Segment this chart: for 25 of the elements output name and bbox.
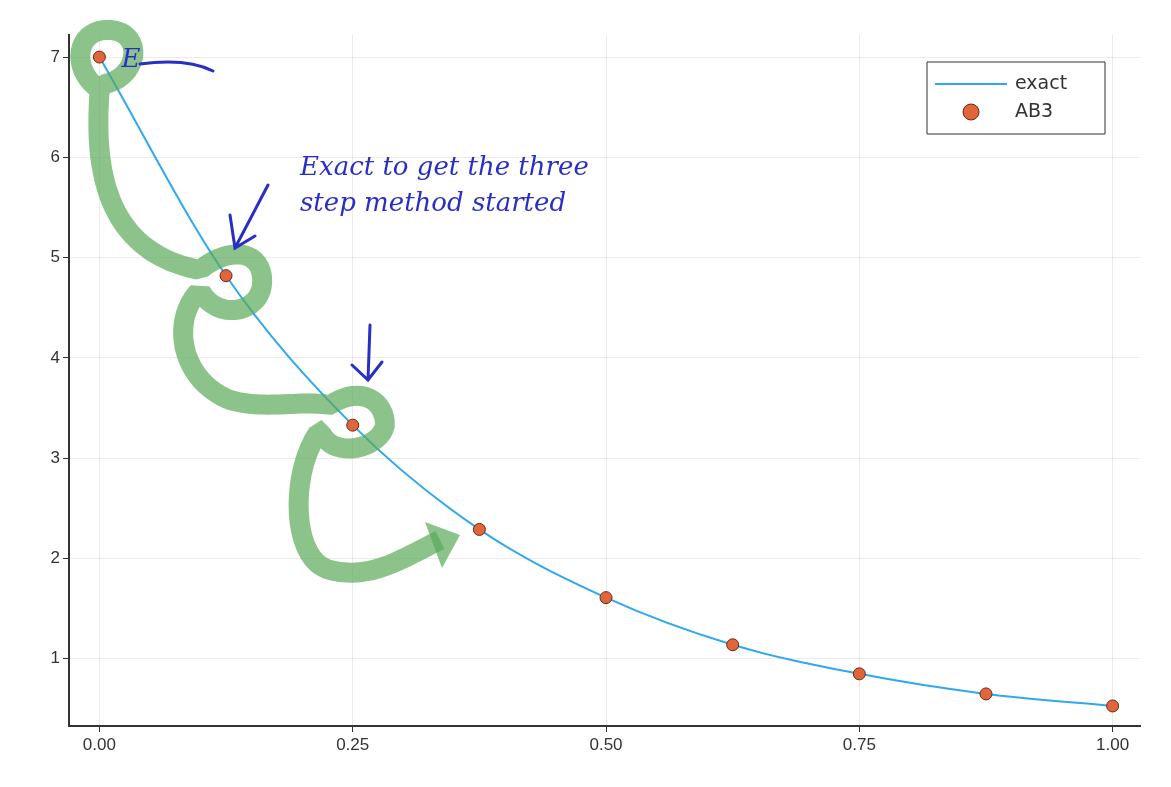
x-tick-label: 0.25 — [336, 734, 370, 754]
point — [599, 591, 613, 605]
y-tick-label: 3 — [50, 447, 60, 467]
point — [472, 522, 486, 536]
y-tick-label: 4 — [50, 347, 60, 367]
x-tick-label: 0.50 — [589, 734, 623, 754]
legend-label: AB3 — [1015, 98, 1054, 121]
point — [1106, 699, 1120, 713]
y-tick-label: 1 — [50, 648, 60, 668]
x-tick-label: 0.75 — [842, 734, 876, 754]
annotation: Exact to get the three step method started — [300, 150, 590, 219]
x-tick-label: 1.00 — [1096, 734, 1130, 754]
y-tick-label: 5 — [50, 247, 60, 267]
y-tick-label: 7 — [50, 46, 60, 66]
y-tick-label: 6 — [50, 147, 60, 167]
point — [219, 269, 233, 283]
point — [346, 418, 360, 432]
y-tick-label: 2 — [50, 548, 60, 568]
annotation: E — [121, 42, 141, 76]
point — [852, 667, 866, 681]
point — [726, 638, 740, 652]
x-tick-label: 0.00 — [82, 734, 116, 754]
point — [92, 50, 106, 64]
point — [979, 687, 993, 701]
legend-label: exact — [1015, 70, 1068, 93]
